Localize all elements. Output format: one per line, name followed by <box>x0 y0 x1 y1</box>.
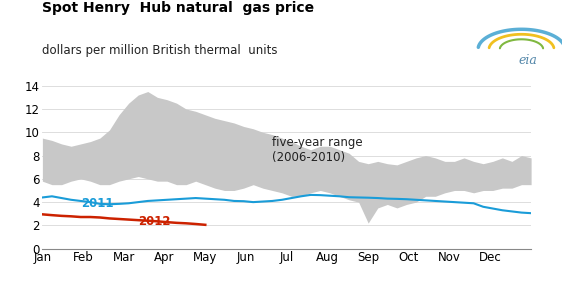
Text: eia: eia <box>518 54 537 67</box>
Text: 2012: 2012 <box>138 216 171 228</box>
Text: five-year range
(2006-2010): five-year range (2006-2010) <box>272 136 363 164</box>
Text: dollars per million British thermal  units: dollars per million British thermal unit… <box>42 44 278 56</box>
Text: 2011: 2011 <box>81 197 113 210</box>
Text: Spot Henry  Hub natural  gas price: Spot Henry Hub natural gas price <box>42 1 315 15</box>
